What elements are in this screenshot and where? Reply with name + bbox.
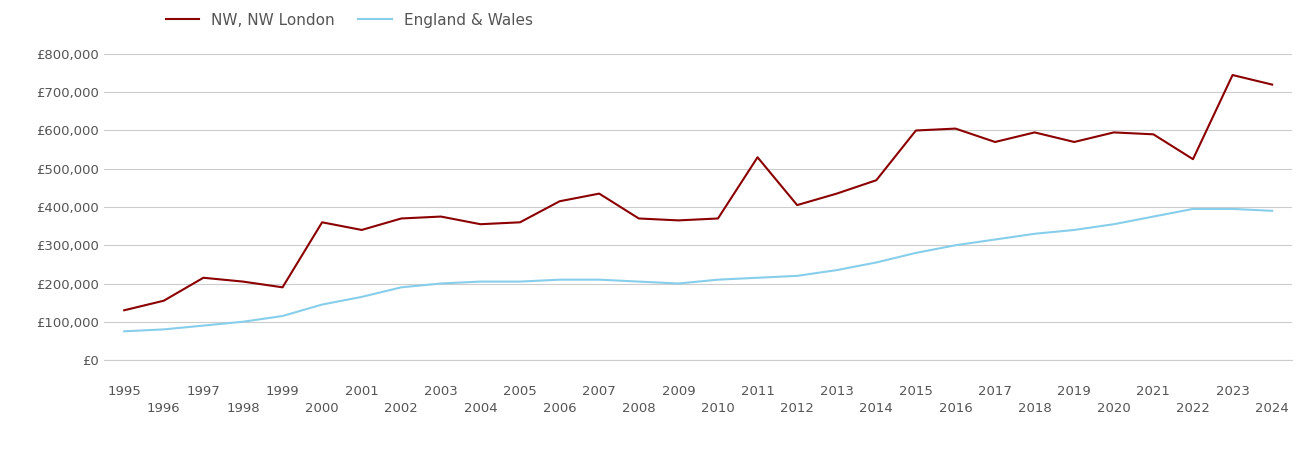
- England & Wales: [1027, 231, 1043, 237]
- Text: 2014: 2014: [860, 402, 893, 414]
- NW, NW London: [315, 220, 330, 225]
- NW, NW London: [472, 221, 488, 227]
- NW, NW London: [116, 308, 132, 313]
- NW, NW London: [790, 202, 805, 208]
- England & Wales: [790, 273, 805, 279]
- England & Wales: [235, 319, 251, 324]
- NW, NW London: [868, 177, 883, 183]
- Line: England & Wales: England & Wales: [124, 209, 1272, 331]
- Text: 2024: 2024: [1255, 402, 1289, 414]
- NW, NW London: [1146, 131, 1161, 137]
- Text: 2023: 2023: [1216, 385, 1249, 398]
- England & Wales: [988, 237, 1004, 242]
- NW, NW London: [1105, 130, 1121, 135]
- Text: 2015: 2015: [899, 385, 933, 398]
- England & Wales: [632, 279, 647, 284]
- England & Wales: [155, 327, 171, 332]
- NW, NW London: [710, 216, 726, 221]
- Text: 2002: 2002: [385, 402, 418, 414]
- Text: 2003: 2003: [424, 385, 458, 398]
- England & Wales: [1066, 227, 1082, 233]
- England & Wales: [591, 277, 607, 283]
- Text: 2016: 2016: [938, 402, 972, 414]
- Text: 2010: 2010: [701, 402, 735, 414]
- England & Wales: [393, 284, 408, 290]
- Text: 2013: 2013: [820, 385, 853, 398]
- England & Wales: [512, 279, 527, 284]
- England & Wales: [552, 277, 568, 283]
- Text: 2019: 2019: [1057, 385, 1091, 398]
- Text: 2005: 2005: [504, 385, 536, 398]
- England & Wales: [275, 313, 291, 319]
- Text: 2020: 2020: [1098, 402, 1130, 414]
- England & Wales: [1224, 206, 1240, 211]
- NW, NW London: [908, 128, 924, 133]
- Text: 2022: 2022: [1176, 402, 1210, 414]
- England & Wales: [1185, 206, 1201, 211]
- NW, NW London: [235, 279, 251, 284]
- NW, NW London: [632, 216, 647, 221]
- England & Wales: [829, 267, 844, 273]
- NW, NW London: [671, 218, 686, 223]
- Text: 2017: 2017: [979, 385, 1011, 398]
- Text: 2009: 2009: [662, 385, 696, 398]
- NW, NW London: [433, 214, 449, 219]
- Legend: NW, NW London, England & Wales: NW, NW London, England & Wales: [159, 7, 539, 34]
- NW, NW London: [354, 227, 369, 233]
- England & Wales: [116, 328, 132, 334]
- England & Wales: [868, 260, 883, 265]
- NW, NW London: [393, 216, 408, 221]
- England & Wales: [947, 243, 963, 248]
- NW, NW London: [196, 275, 211, 280]
- NW, NW London: [512, 220, 527, 225]
- NW, NW London: [552, 198, 568, 204]
- Text: 2011: 2011: [741, 385, 774, 398]
- NW, NW London: [591, 191, 607, 196]
- NW, NW London: [275, 284, 291, 290]
- England & Wales: [1265, 208, 1280, 213]
- England & Wales: [433, 281, 449, 286]
- NW, NW London: [1027, 130, 1043, 135]
- England & Wales: [908, 250, 924, 256]
- Text: 2021: 2021: [1137, 385, 1171, 398]
- Text: 1996: 1996: [147, 402, 180, 414]
- Text: 2012: 2012: [780, 402, 814, 414]
- Text: 2018: 2018: [1018, 402, 1052, 414]
- Text: 1999: 1999: [266, 385, 299, 398]
- NW, NW London: [1265, 82, 1280, 87]
- Text: 1998: 1998: [226, 402, 260, 414]
- England & Wales: [671, 281, 686, 286]
- Text: 2004: 2004: [463, 402, 497, 414]
- NW, NW London: [1224, 72, 1240, 78]
- NW, NW London: [1066, 139, 1082, 144]
- Text: 2006: 2006: [543, 402, 577, 414]
- NW, NW London: [749, 154, 765, 160]
- NW, NW London: [988, 139, 1004, 144]
- Text: 1995: 1995: [107, 385, 141, 398]
- NW, NW London: [947, 126, 963, 131]
- Text: 2008: 2008: [622, 402, 655, 414]
- England & Wales: [354, 294, 369, 300]
- Text: 2000: 2000: [305, 402, 339, 414]
- NW, NW London: [1185, 157, 1201, 162]
- Text: 1997: 1997: [187, 385, 221, 398]
- Text: 2001: 2001: [345, 385, 378, 398]
- Text: 2007: 2007: [582, 385, 616, 398]
- Line: NW, NW London: NW, NW London: [124, 75, 1272, 310]
- NW, NW London: [829, 191, 844, 196]
- England & Wales: [472, 279, 488, 284]
- England & Wales: [196, 323, 211, 328]
- England & Wales: [710, 277, 726, 283]
- England & Wales: [315, 302, 330, 307]
- NW, NW London: [155, 298, 171, 303]
- England & Wales: [1105, 221, 1121, 227]
- England & Wales: [749, 275, 765, 280]
- England & Wales: [1146, 214, 1161, 219]
